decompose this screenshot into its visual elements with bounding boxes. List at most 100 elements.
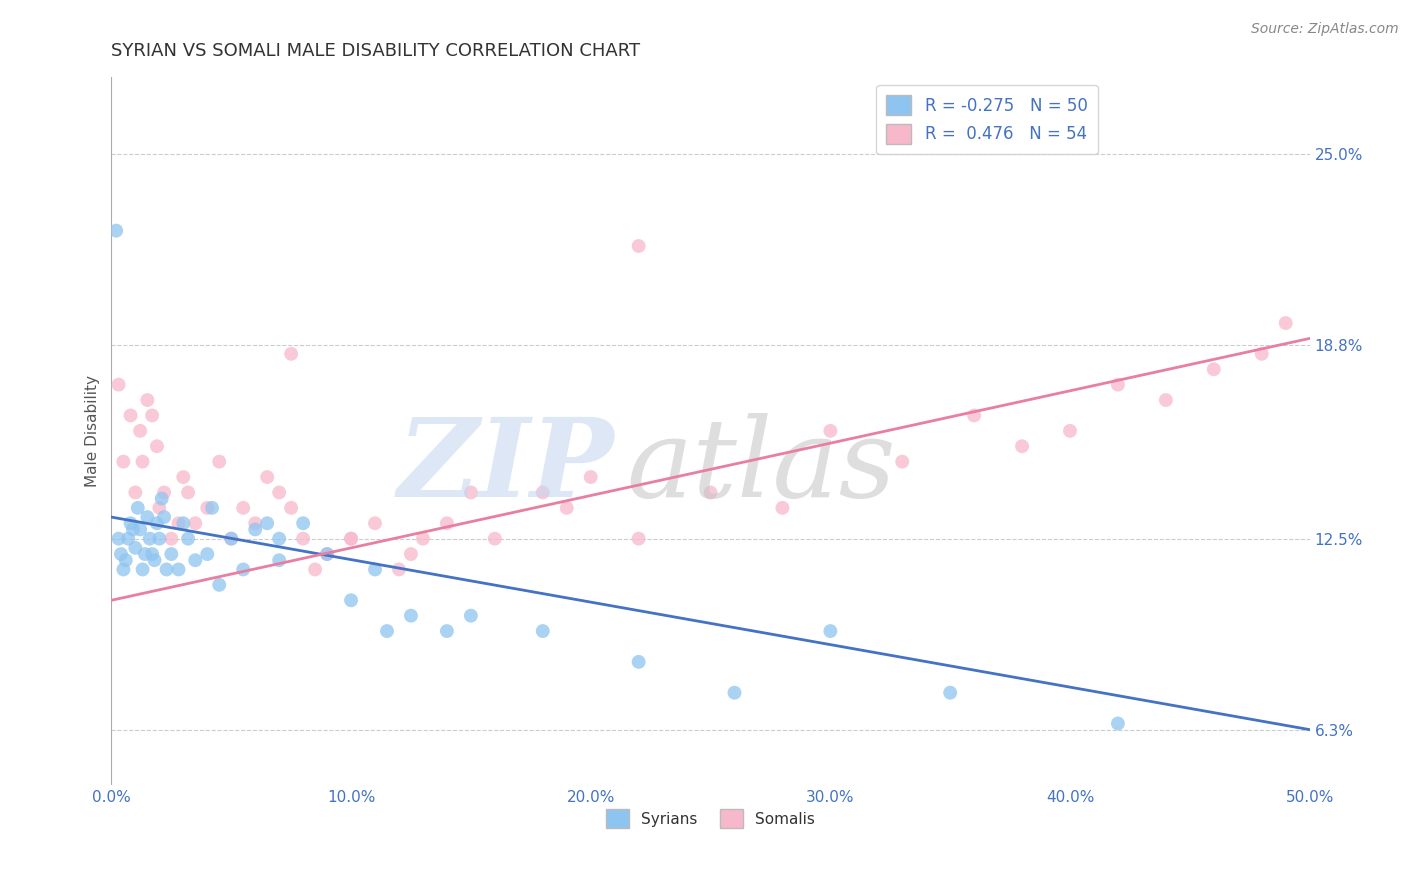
Point	[627, 239, 650, 253]
Point	[627, 532, 650, 546]
Point	[770, 500, 793, 515]
Legend: Syrians, Somalis: Syrians, Somalis	[600, 804, 821, 834]
Point	[1154, 392, 1177, 407]
Point	[340, 532, 363, 546]
Point	[114, 553, 136, 567]
Point	[412, 532, 434, 546]
Point	[146, 516, 169, 531]
Point	[232, 500, 254, 515]
Point	[340, 532, 363, 546]
Point	[153, 510, 176, 524]
Point	[172, 470, 194, 484]
Point	[143, 553, 166, 567]
Point	[141, 409, 163, 423]
Text: ZIP: ZIP	[398, 412, 614, 520]
Point	[256, 516, 278, 531]
Point	[122, 523, 145, 537]
Point	[160, 532, 183, 546]
Point	[399, 608, 422, 623]
Point	[148, 500, 170, 515]
Point	[155, 562, 177, 576]
Point	[1107, 377, 1129, 392]
Point	[127, 500, 149, 515]
Point	[134, 547, 156, 561]
Point	[1202, 362, 1225, 376]
Point	[316, 547, 339, 561]
Point	[112, 562, 135, 576]
Point	[136, 392, 159, 407]
Point	[388, 562, 411, 576]
Point	[129, 523, 152, 537]
Point	[1011, 439, 1033, 453]
Point	[107, 532, 129, 546]
Point	[141, 547, 163, 561]
Point	[699, 485, 721, 500]
Point	[484, 532, 506, 546]
Point	[436, 516, 458, 531]
Point	[627, 655, 650, 669]
Point	[891, 455, 914, 469]
Point	[160, 547, 183, 561]
Text: SYRIAN VS SOMALI MALE DISABILITY CORRELATION CHART: SYRIAN VS SOMALI MALE DISABILITY CORRELA…	[111, 42, 641, 60]
Point	[364, 516, 387, 531]
Point	[340, 593, 363, 607]
Point	[375, 624, 398, 638]
Point	[399, 547, 422, 561]
Point	[112, 455, 135, 469]
Point	[139, 532, 162, 546]
Point	[1107, 716, 1129, 731]
Point	[120, 516, 142, 531]
Point	[292, 516, 315, 531]
Point	[146, 439, 169, 453]
Point	[269, 532, 291, 546]
Point	[124, 485, 146, 500]
Point	[172, 516, 194, 531]
Point	[107, 377, 129, 392]
Point	[316, 547, 339, 561]
Point	[579, 470, 602, 484]
Point	[219, 532, 242, 546]
Point	[269, 553, 291, 567]
Point	[110, 547, 132, 561]
Point	[167, 516, 190, 531]
Point	[436, 624, 458, 638]
Point	[219, 532, 242, 546]
Point	[280, 347, 302, 361]
Point	[304, 562, 326, 576]
Point	[208, 578, 231, 592]
Point	[124, 541, 146, 555]
Point	[292, 532, 315, 546]
Point	[939, 686, 962, 700]
Point	[208, 455, 231, 469]
Point	[820, 624, 842, 638]
Point	[280, 500, 302, 515]
Point	[1059, 424, 1081, 438]
Y-axis label: Male Disability: Male Disability	[86, 375, 100, 487]
Point	[195, 500, 218, 515]
Point	[232, 562, 254, 576]
Point	[1274, 316, 1296, 330]
Point	[245, 523, 267, 537]
Point	[531, 624, 554, 638]
Point	[555, 500, 578, 515]
Point	[153, 485, 176, 500]
Point	[129, 424, 152, 438]
Point	[245, 516, 267, 531]
Point	[150, 491, 173, 506]
Point	[201, 500, 224, 515]
Point	[1250, 347, 1272, 361]
Point	[963, 409, 986, 423]
Point	[460, 608, 482, 623]
Point	[148, 532, 170, 546]
Point	[184, 553, 207, 567]
Point	[117, 532, 139, 546]
Point	[177, 485, 200, 500]
Point	[184, 516, 207, 531]
Point	[167, 562, 190, 576]
Point	[136, 510, 159, 524]
Text: Source: ZipAtlas.com: Source: ZipAtlas.com	[1251, 22, 1399, 37]
Point	[131, 455, 153, 469]
Point	[723, 686, 745, 700]
Point	[269, 485, 291, 500]
Point	[195, 547, 218, 561]
